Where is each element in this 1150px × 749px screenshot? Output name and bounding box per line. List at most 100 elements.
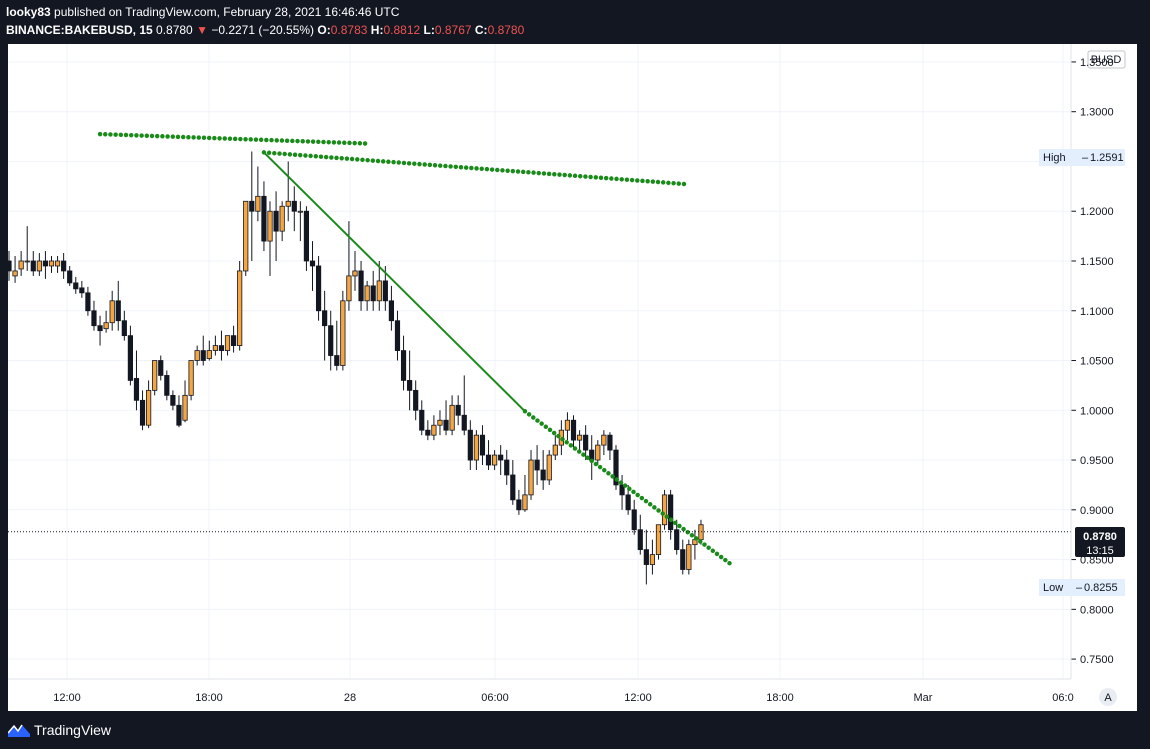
time-tick-label: 12:00 — [624, 692, 652, 704]
candle-up — [564, 419, 571, 431]
high-marker-label: High — [1043, 152, 1066, 164]
candle-down — [61, 260, 67, 272]
candle-down — [400, 350, 407, 381]
candle-down — [607, 434, 613, 451]
candle-down — [79, 287, 85, 294]
candle-down — [540, 469, 546, 481]
price-axis[interactable]: BUSD 1.35001.30001.25001.20001.15001.100… — [1070, 44, 1126, 679]
countdown-timer: 13:15 — [1086, 545, 1114, 557]
price-tick-label: 1.2000 — [1080, 206, 1114, 218]
dotted-trend-line — [97, 131, 370, 146]
candle-down — [73, 282, 79, 290]
low-marker-label: Low — [1043, 582, 1063, 594]
candle-down — [176, 404, 182, 426]
candle-down — [388, 300, 395, 322]
drawings[interactable] — [97, 131, 734, 567]
candle-down — [291, 200, 297, 212]
price-tick-label: 0.9000 — [1080, 505, 1114, 517]
candle-down — [139, 399, 146, 426]
candle-down — [467, 429, 473, 461]
author-name[interactable]: looky83 — [6, 5, 51, 19]
candle-up — [352, 270, 358, 277]
auto-scale-label[interactable]: A — [1104, 692, 1112, 704]
candle-down — [504, 459, 510, 476]
candle-down — [370, 285, 376, 302]
symbol-name[interactable]: BINANCE:BAKEBUSD, 15 — [6, 23, 153, 37]
candlestick-chart[interactable]: BUSD 1.35001.30001.25001.20001.15001.100… — [8, 44, 1137, 711]
price-tick-label: 1.1000 — [1080, 306, 1114, 318]
tradingview-logo-icon — [8, 724, 30, 737]
chart-area[interactable]: BUSD 1.35001.30001.25001.20001.15001.100… — [8, 44, 1137, 711]
candle-down — [479, 434, 486, 456]
candle-down — [315, 265, 322, 312]
candle-down — [249, 200, 255, 212]
candle-down — [133, 378, 140, 401]
last-price: 0.8780 — [156, 23, 193, 37]
candle-down — [455, 404, 461, 416]
candle-down — [461, 414, 467, 431]
candle-up — [103, 322, 109, 330]
currency-badge[interactable] — [1087, 50, 1126, 69]
candle-down — [613, 449, 619, 486]
candle-down — [570, 419, 577, 441]
auto-scale-bg[interactable] — [1099, 688, 1117, 706]
candle-down — [328, 325, 334, 356]
price-tick-label: 1.0500 — [1080, 356, 1114, 368]
candle-down — [218, 345, 225, 351]
candle-up — [473, 434, 479, 461]
price-tick-label: 0.8000 — [1080, 604, 1114, 616]
trend-line — [263, 151, 526, 412]
brand-name[interactable]: TradingView — [34, 722, 112, 738]
candle-down — [200, 350, 206, 361]
candle-up — [528, 459, 534, 496]
candle-up — [24, 260, 30, 263]
down-arrow-icon: ▼ — [196, 23, 208, 37]
candle-down — [261, 195, 267, 242]
auto-scale-button[interactable]: A — [1099, 688, 1117, 706]
symbol-legend: BINANCE:BAKEBUSD, 15 0.8780 ▼ −0.2271 (−… — [6, 23, 524, 37]
candle-up — [224, 335, 231, 351]
candle-down — [419, 409, 425, 431]
candle-down — [485, 454, 492, 466]
candle-up — [698, 524, 704, 541]
candle-down — [643, 549, 649, 565]
candle-up — [18, 260, 24, 270]
footer-bar: TradingView — [0, 712, 1150, 749]
candle-up — [285, 200, 291, 207]
candle-up — [431, 424, 437, 436]
time-axis[interactable]: 12:00 18:00 28 06:00 12:00 18:00 Mar 06:0 — [8, 678, 1074, 704]
candle-down — [425, 429, 431, 436]
candle-down — [115, 300, 121, 322]
open-label: O: — [317, 23, 331, 37]
candle-down — [67, 270, 73, 284]
candle-down — [516, 499, 522, 511]
candle-up — [601, 434, 607, 446]
candle-up — [188, 360, 194, 396]
candle-up — [36, 260, 42, 272]
candle-down — [334, 355, 340, 366]
candle-up — [661, 494, 668, 526]
candle-down — [510, 474, 516, 501]
candle-up — [237, 270, 243, 346]
candle-down — [407, 380, 413, 391]
candle-up — [655, 524, 662, 555]
low-marker: Low – 0.8255 — [1039, 579, 1125, 596]
time-tick-label: 12:00 — [53, 692, 81, 704]
candle-up — [212, 345, 218, 351]
candle-up — [279, 205, 285, 232]
last-price-badge-bg — [1075, 527, 1125, 557]
candle-up — [449, 404, 455, 431]
candles — [8, 151, 704, 585]
candle-up — [595, 444, 601, 461]
candle-down — [413, 389, 419, 411]
open-value: 0.8783 — [330, 23, 368, 37]
candle-down — [589, 449, 595, 461]
high-marker-bg — [1039, 149, 1125, 166]
candle-up — [152, 360, 158, 391]
price-tick-label: 0.7500 — [1080, 654, 1114, 666]
candle-down — [158, 360, 164, 376]
candle-down — [230, 335, 237, 346]
candle-down — [85, 292, 91, 312]
low-label: L: — [423, 23, 435, 37]
candle-up — [491, 454, 498, 466]
